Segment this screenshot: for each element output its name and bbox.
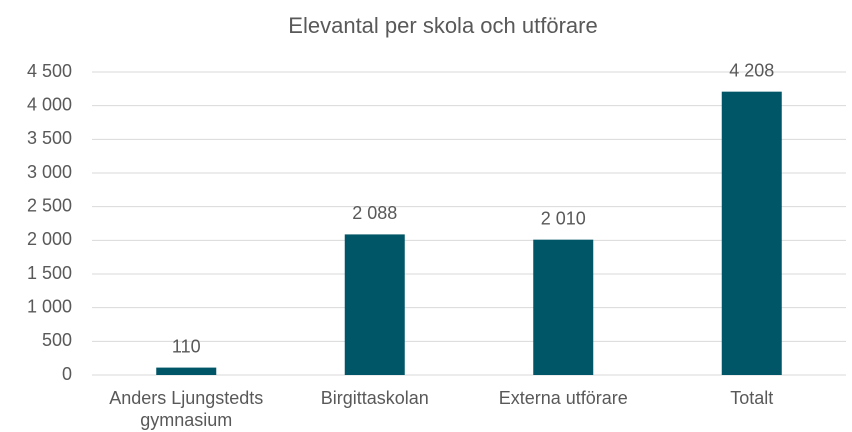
y-tick-label: 2 500 (27, 195, 72, 215)
y-tick-label: 1 500 (27, 263, 72, 283)
bar (156, 367, 217, 375)
bar (721, 91, 782, 376)
y-tick-label: 3 500 (27, 128, 72, 148)
x-tick-label: Totalt (730, 388, 773, 408)
x-tick-label: Anders Ljungstedts gymnasium (109, 388, 263, 430)
y-tick-label: 4 500 (27, 61, 72, 81)
x-tick-label: Birgittaskolan (321, 388, 429, 408)
bar (344, 234, 405, 375)
y-tick-label: 4 000 (27, 94, 72, 114)
data-label: 2 088 (352, 203, 397, 223)
y-tick-label: 1 000 (27, 296, 72, 316)
data-label: 4 208 (729, 60, 774, 80)
y-tick-label: 2 000 (27, 229, 72, 249)
bar (533, 239, 594, 375)
y-tick-label: 500 (42, 330, 72, 350)
chart-title: Elevantal per skola och utförare (288, 13, 597, 38)
x-tick-label: Externa utförare (499, 388, 628, 408)
y-tick-label: 3 000 (27, 162, 72, 182)
data-label: 2 010 (541, 208, 586, 228)
data-label: 110 (172, 336, 201, 356)
y-tick-label: 0 (62, 364, 72, 384)
